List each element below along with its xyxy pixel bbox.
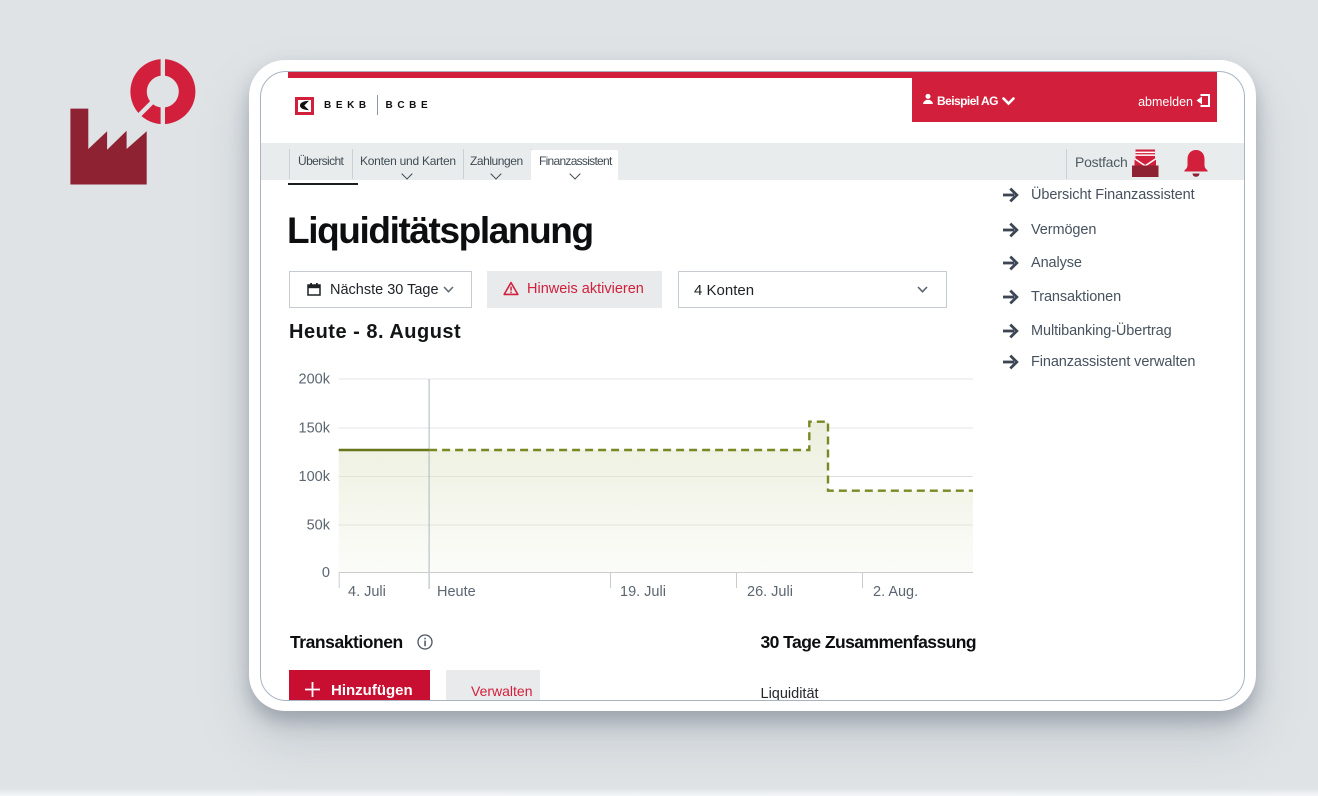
svg-text:0: 0 bbox=[322, 565, 330, 581]
svg-text:4. Juli: 4. Juli bbox=[348, 584, 386, 600]
svg-text:19. Juli: 19. Juli bbox=[620, 584, 666, 600]
svg-text:26. Juli: 26. Juli bbox=[747, 584, 793, 600]
svg-text:50k: 50k bbox=[307, 518, 331, 534]
svg-text:100k: 100k bbox=[299, 469, 331, 485]
svg-text:200k: 200k bbox=[299, 372, 331, 388]
svg-text:150k: 150k bbox=[299, 421, 331, 437]
svg-text:2. Aug.: 2. Aug. bbox=[873, 584, 918, 600]
svg-text:Heute: Heute bbox=[437, 584, 476, 600]
